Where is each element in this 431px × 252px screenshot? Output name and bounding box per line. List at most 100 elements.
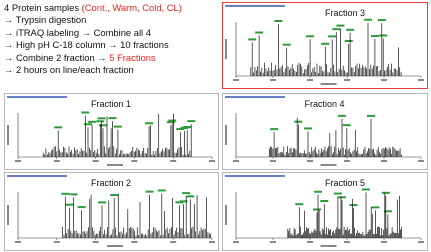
peak-label (377, 19, 386, 22)
peak-label (367, 114, 376, 117)
peak-label (328, 35, 337, 38)
x-tick-text (344, 241, 350, 243)
note-line: 4 Protein samples (Cont., Warm, Cold, CL… (4, 2, 182, 14)
peak-label (168, 119, 177, 122)
peak-label (337, 114, 346, 117)
peak-label (113, 125, 122, 128)
x-axis-title (320, 164, 337, 166)
peak-label (332, 28, 341, 31)
file-path (7, 175, 67, 177)
peak-label (338, 196, 347, 199)
x-tick-text (418, 241, 424, 243)
x-tick-text (92, 241, 99, 243)
peak-label (166, 121, 175, 124)
panel-title: Fraction 4 (304, 99, 344, 109)
peak-label (342, 124, 351, 127)
peak-label (145, 122, 154, 125)
peak-label (183, 126, 192, 129)
note-text: → High pH C-18 column → 10 fractions (4, 39, 169, 51)
x-tick-text (209, 160, 215, 162)
x-tick-text (418, 160, 424, 162)
x-tick-text (233, 241, 239, 243)
chromatogram-panel: Fraction 3 (222, 2, 428, 89)
x-tick-text (53, 241, 60, 243)
note-text: → Trypsin digestion (4, 14, 87, 26)
panel-title: Fraction 2 (91, 178, 131, 188)
peak-label (81, 111, 90, 114)
x-tick-text (233, 79, 239, 81)
peak-label (320, 199, 329, 202)
note-line: → iTRAQ labeling → Combine all 4 (4, 27, 182, 39)
peak-label (364, 18, 373, 21)
peak-label (77, 206, 86, 209)
x-tick-text (53, 160, 60, 162)
x-tick-text (15, 160, 21, 162)
x-tick-text (307, 79, 313, 81)
peak-label (321, 42, 330, 45)
x-tick-text (131, 241, 138, 243)
peak-label (248, 38, 257, 41)
peaks (62, 193, 211, 238)
peak-label (65, 203, 74, 206)
peak-label (186, 195, 195, 198)
peak-label (371, 206, 380, 209)
panel-title: Fraction 3 (325, 8, 365, 18)
peak-label (379, 34, 388, 37)
peak-label (97, 117, 106, 120)
y-axis-title (225, 125, 227, 145)
peak-label (304, 127, 313, 130)
peak-label (179, 200, 188, 203)
peak-label (98, 124, 107, 127)
peak-label (383, 210, 392, 213)
peak-label (282, 43, 291, 46)
peak-label (274, 19, 283, 22)
file-path (225, 5, 285, 7)
note-text: → 2 hours on line/each fraction (4, 64, 134, 76)
x-tick-text (170, 160, 177, 162)
x-tick-text (307, 160, 313, 162)
note-line: → High pH C-18 column → 10 fractions (4, 39, 182, 51)
chromatogram-panel: Fraction 4 (222, 93, 428, 170)
peak-label (110, 194, 119, 197)
note-text: → iTRAQ labeling → Combine all 4 (4, 26, 151, 38)
peak-label (336, 24, 345, 27)
peak-label (349, 204, 358, 207)
x-tick-text (270, 160, 276, 162)
peaks (287, 192, 402, 238)
peak-label (157, 189, 166, 192)
peak-label (175, 201, 184, 204)
peaks (268, 117, 402, 157)
peak-label (306, 35, 315, 38)
peak-label (96, 120, 105, 123)
peaks (42, 113, 192, 157)
x-tick-text (209, 241, 215, 243)
peak-label (187, 120, 196, 123)
note-line: → Combine 2 fraction → 5 Fractions (4, 52, 182, 64)
peak-label (145, 190, 154, 193)
x-tick-text (131, 160, 138, 162)
peak-label (344, 39, 353, 42)
x-tick-text (15, 241, 21, 243)
peak-label (346, 28, 355, 31)
x-tick-text (270, 241, 276, 243)
x-tick-text (381, 79, 387, 81)
note-text: → Combine 2 fraction → (4, 51, 110, 63)
peak-label (255, 31, 264, 34)
x-tick-text (344, 160, 350, 162)
x-axis-title (107, 245, 123, 247)
note-text: 5 Fractions (109, 51, 156, 63)
peak-label (362, 188, 371, 191)
peak-label (84, 123, 93, 126)
x-tick-text (307, 241, 313, 243)
peak-label (370, 35, 379, 38)
file-path (225, 175, 285, 177)
panel-title: Fraction 1 (91, 99, 131, 109)
x-tick-text (344, 79, 350, 81)
x-axis-title (320, 83, 337, 85)
chromatogram-panel: Fraction 2 (4, 172, 219, 251)
peak-label (381, 191, 390, 194)
peak-label (108, 117, 117, 120)
note-text: 4 Protein samples (4, 2, 82, 13)
